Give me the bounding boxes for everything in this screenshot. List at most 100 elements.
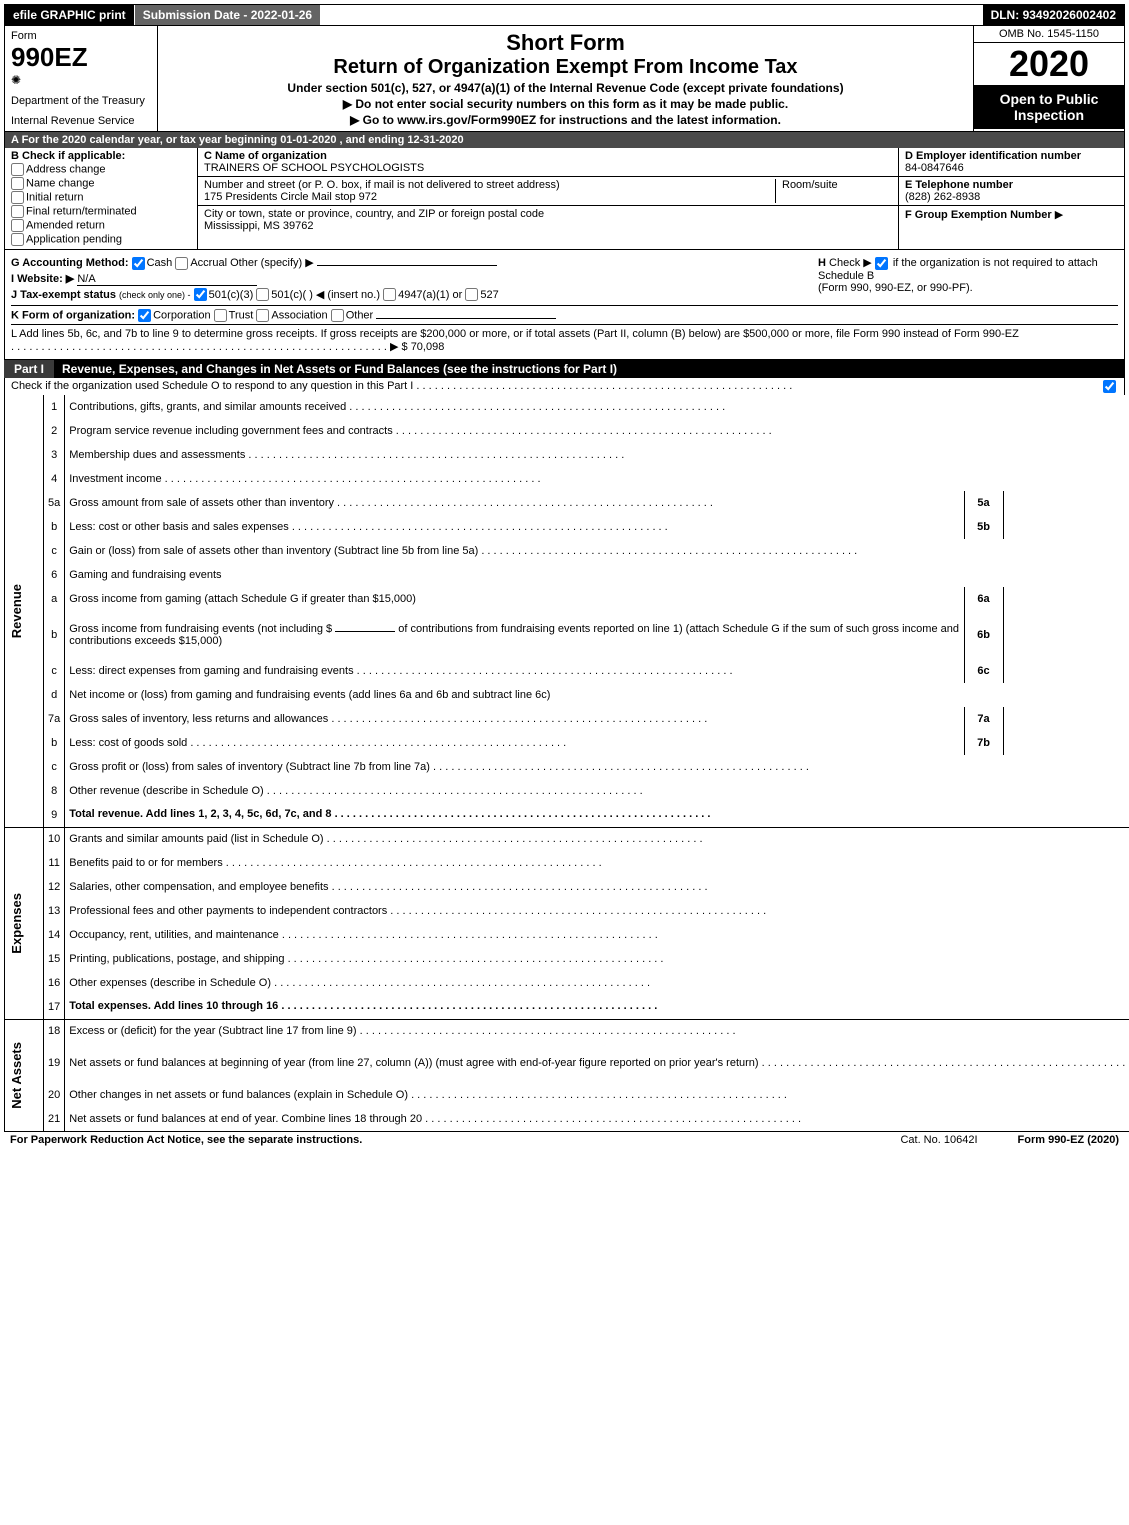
table-row: 12 Salaries, other compensation, and emp… xyxy=(5,875,1129,899)
check-final-return[interactable] xyxy=(11,205,24,218)
title-short-form: Short Form xyxy=(164,30,967,56)
line-desc: Other changes in net assets or fund bala… xyxy=(65,1083,1129,1107)
line-num: 19 xyxy=(44,1043,65,1083)
section-netassets-label: Net Assets xyxy=(9,1042,24,1109)
header-right: OMB No. 1545-1150 2020 Open to Public In… xyxy=(973,26,1124,131)
table-row: 21 Net assets or fund balances at end of… xyxy=(5,1107,1129,1131)
table-row: 7a Gross sales of inventory, less return… xyxy=(5,707,1129,731)
subtitle-section: Under section 501(c), 527, or 4947(a)(1)… xyxy=(164,81,967,95)
line-num: c xyxy=(44,659,65,683)
other-org-input[interactable] xyxy=(376,318,556,319)
line-desc: Salaries, other compensation, and employ… xyxy=(65,875,1129,899)
check-assoc[interactable] xyxy=(256,309,269,322)
check-amended-return[interactable] xyxy=(11,219,24,232)
part-i-table: Revenue 1 Contributions, gifts, grants, … xyxy=(4,395,1129,1132)
line-desc: Gross amount from sale of assets other t… xyxy=(65,491,964,515)
subline-ref: 6c xyxy=(964,659,1003,683)
dln-label: DLN: xyxy=(991,8,1023,22)
check-name-change[interactable] xyxy=(11,177,24,190)
table-row: 19 Net assets or fund balances at beginn… xyxy=(5,1043,1129,1083)
line-num: 12 xyxy=(44,875,65,899)
submission-date-value: 2022-01-26 xyxy=(251,8,312,22)
subtitle-ssn: ▶ Do not enter social security numbers o… xyxy=(164,97,967,111)
line-desc: Investment income xyxy=(65,467,1129,491)
table-row: Revenue 1 Contributions, gifts, grants, … xyxy=(5,395,1129,419)
check-address-change[interactable] xyxy=(11,163,24,176)
check-other-org[interactable] xyxy=(331,309,344,322)
topbar-spacer xyxy=(320,5,982,25)
check-cash[interactable] xyxy=(132,257,145,270)
label-final-return: Final return/terminated xyxy=(26,205,137,217)
org-name: TRAINERS OF SCHOOL PSYCHOLOGISTS xyxy=(204,162,892,174)
check-501c[interactable] xyxy=(256,288,269,301)
line-6b-input[interactable] xyxy=(335,631,395,632)
form-header: Form 990EZ ✺ Department of the Treasury … xyxy=(4,26,1125,132)
table-row: a Gross income from gaming (attach Sched… xyxy=(5,587,1129,611)
label-other-org: Other xyxy=(346,310,374,322)
table-row: 3 Membership dues and assessments 3 xyxy=(5,443,1129,467)
line-desc: Program service revenue including govern… xyxy=(65,419,1129,443)
line-num: c xyxy=(44,539,65,563)
section-def: D Employer identification number 84-0847… xyxy=(898,148,1124,249)
line-num: 1 xyxy=(44,395,65,419)
table-row: c Gross profit or (loss) from sales of i… xyxy=(5,755,1129,779)
part-i-title: Revenue, Expenses, and Changes in Net As… xyxy=(62,362,617,376)
line-desc: Gross income from fundraising events (no… xyxy=(65,611,964,659)
table-row: 6 Gaming and fundraising events xyxy=(5,563,1129,587)
subline-value xyxy=(1003,587,1129,611)
check-schedule-b[interactable] xyxy=(875,257,888,270)
l-arrow: ▶ $ xyxy=(390,341,408,353)
line-desc: Less: direct expenses from gaming and fu… xyxy=(65,659,964,683)
table-row: c Gain or (loss) from sale of assets oth… xyxy=(5,539,1129,563)
form-word: Form xyxy=(11,30,151,42)
line-num: 6 xyxy=(44,563,65,587)
f-group-label: F Group Exemption Number xyxy=(905,209,1052,221)
line-desc: Other expenses (describe in Schedule O) xyxy=(65,971,1129,995)
subline-value xyxy=(1003,707,1129,731)
line-num: 2 xyxy=(44,419,65,443)
subtitle-goto[interactable]: ▶ Go to www.irs.gov/Form990EZ for instru… xyxy=(164,113,967,127)
phone-value: (828) 262-8938 xyxy=(905,191,1118,203)
label-initial-return: Initial return xyxy=(26,191,83,203)
line-num: 4 xyxy=(44,467,65,491)
check-application-pending[interactable] xyxy=(11,233,24,246)
label-other-specify: Other (specify) ▶ xyxy=(230,257,314,269)
row-h: H Check ▶ if the organization is not req… xyxy=(818,256,1118,294)
h-label: H xyxy=(818,257,826,269)
line-num: b xyxy=(44,515,65,539)
mid-block: G Accounting Method: Cash Accrual Other … xyxy=(4,250,1125,360)
line-desc: Printing, publications, postage, and shi… xyxy=(65,947,1129,971)
k-label: K Form of organization: xyxy=(11,310,135,322)
submission-date-block: Submission Date - 2022-01-26 xyxy=(134,5,320,25)
check-schedule-o[interactable] xyxy=(1103,380,1116,393)
check-accrual[interactable] xyxy=(175,257,188,270)
check-trust[interactable] xyxy=(214,309,227,322)
efile-print-label[interactable]: efile GRAPHIC print xyxy=(5,5,134,25)
line-num: a xyxy=(44,587,65,611)
check-527[interactable] xyxy=(465,288,478,301)
other-specify-input[interactable] xyxy=(317,265,497,266)
row-k: K Form of organization: Corporation Trus… xyxy=(11,305,1118,322)
department-label: Department of the Treasury xyxy=(11,95,151,107)
section-b-checks: B Check if applicable: Address change Na… xyxy=(5,148,198,249)
table-row: Net Assets 18 Excess or (deficit) for th… xyxy=(5,1019,1129,1043)
treasury-seal-icon: ✺ xyxy=(11,73,151,87)
c-city-label: City or town, state or province, country… xyxy=(204,208,892,220)
table-row: 5a Gross amount from sale of assets othe… xyxy=(5,491,1129,515)
line-num: 13 xyxy=(44,899,65,923)
line-num: 7a xyxy=(44,707,65,731)
table-row: 4 Investment income 4 xyxy=(5,467,1129,491)
part-i-label: Part I xyxy=(4,360,54,378)
line-9-desc: Total revenue. Add lines 1, 2, 3, 4, 5c,… xyxy=(69,808,710,820)
line-num: 8 xyxy=(44,779,65,803)
subline-value: 0 xyxy=(1003,515,1129,539)
table-row: 9 Total revenue. Add lines 1, 2, 3, 4, 5… xyxy=(5,803,1129,827)
check-4947[interactable] xyxy=(383,288,396,301)
section-revenue-label: Revenue xyxy=(9,584,24,638)
table-row: b Less: cost or other basis and sales ex… xyxy=(5,515,1129,539)
check-initial-return[interactable] xyxy=(11,191,24,204)
line-num: 9 xyxy=(44,803,65,827)
check-501c3[interactable] xyxy=(194,288,207,301)
line-num: d xyxy=(44,683,65,707)
check-corp[interactable] xyxy=(138,309,151,322)
